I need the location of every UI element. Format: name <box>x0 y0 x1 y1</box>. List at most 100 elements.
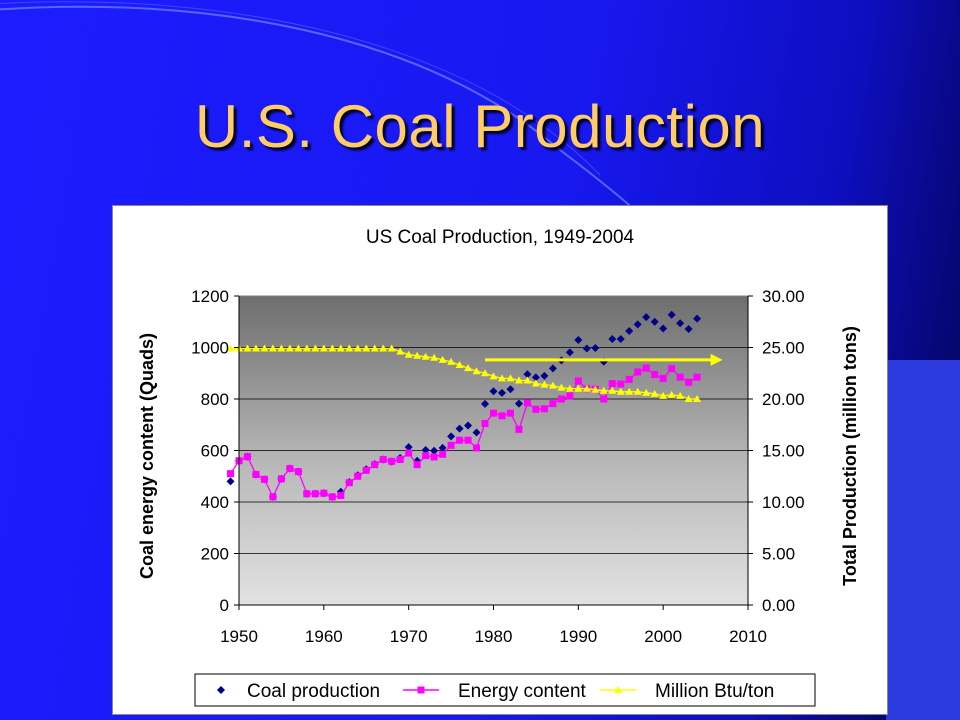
million-btu-ton-point <box>438 355 447 363</box>
energy-content-point <box>303 490 311 498</box>
energy-content-point <box>557 395 565 403</box>
energy-content-point <box>286 465 294 473</box>
energy-content-point <box>634 368 642 376</box>
million-btu-ton-point <box>362 344 371 352</box>
y-left-tick-label: 1000 <box>191 339 229 358</box>
coal-production-point <box>574 336 583 345</box>
energy-content-point <box>456 436 464 444</box>
energy-content-point <box>506 409 514 417</box>
million-btu-ton-point <box>379 344 388 352</box>
million-btu-ton-point <box>260 344 269 352</box>
energy-content-point <box>294 468 302 476</box>
million-btu-ton-point <box>387 344 396 352</box>
energy-content-point <box>574 377 582 385</box>
y-left-tick-label: 200 <box>201 545 229 564</box>
million-btu-ton-point <box>268 344 277 352</box>
coal-production-chart: 0 200 400 600 800 1000 1200 0.00 5.00 10.00 15.00 2… <box>137 227 860 707</box>
million-btu-ton-point <box>489 372 498 380</box>
million-btu-ton-point <box>616 387 625 395</box>
coal-production-point <box>421 445 430 454</box>
energy-content-point <box>252 470 260 478</box>
coal-production-point <box>514 399 523 408</box>
million-btu-ton-point <box>693 395 702 402</box>
million-btu-ton-point <box>481 369 490 377</box>
million-btu-ton-point <box>667 390 676 398</box>
x-tick-label: 2010 <box>729 627 767 646</box>
coal-production-point <box>481 399 490 408</box>
legend-box <box>194 673 816 707</box>
energy-content-point <box>362 466 370 474</box>
coal-production-point <box>540 371 549 380</box>
x-tick-label: 2000 <box>644 627 682 646</box>
energy-content-point <box>447 441 455 449</box>
energy-content-point <box>685 378 693 386</box>
coal-production-point <box>497 388 506 397</box>
coal-production-point <box>684 324 693 333</box>
y-right-tick-label: 5.00 <box>762 545 795 564</box>
energy-content-point <box>668 365 676 373</box>
slide-title: U.S. Coal Production <box>194 93 766 160</box>
energy-content-point <box>549 400 557 408</box>
million-btu-ton-point <box>413 351 422 359</box>
y-left-tick-label: 400 <box>201 493 229 512</box>
y-left-tick-label: 1200 <box>191 287 229 306</box>
chart-legend: Coal production Energy content Million Btu… <box>194 673 816 707</box>
x-tick-label: 1970 <box>390 627 428 646</box>
coal-production-point <box>633 320 642 329</box>
coal-production-point <box>523 370 532 379</box>
energy-content-point <box>422 452 430 460</box>
energy-content-point <box>532 405 540 413</box>
side-decoration <box>886 360 960 720</box>
coal-production-point <box>226 477 235 486</box>
million-btu-ton-point <box>251 344 260 352</box>
energy-content-point <box>676 373 684 381</box>
energy-content-point <box>371 461 379 469</box>
energy-content-point <box>311 490 319 498</box>
x-tick-label: 1980 <box>475 627 513 646</box>
million-btu-ton-point <box>591 385 600 393</box>
million-btu-ton-point <box>650 389 659 397</box>
million-btu-ton-point <box>633 387 642 395</box>
energy-content-point <box>625 375 633 383</box>
million-btu-ton-point <box>497 374 506 382</box>
million-btu-ton-point <box>285 344 294 352</box>
y-right-tick-label: 20.00 <box>762 390 805 409</box>
million-btu-ton-point <box>514 376 523 384</box>
million-btu-ton-point <box>447 357 456 365</box>
energy-content-point <box>464 436 472 444</box>
million-btu-ton-point <box>370 344 379 352</box>
y-right-tick-label: 15.00 <box>762 442 805 461</box>
million-btu-ton-point <box>531 379 540 387</box>
coal-production-point <box>489 387 498 396</box>
energy-content-point <box>659 374 667 382</box>
y-left-tick-label: 800 <box>201 390 229 409</box>
coal-production-point <box>642 313 651 322</box>
y-left-tick-label: 0 <box>220 596 229 615</box>
coal-production-point <box>464 421 473 430</box>
coal-production-point <box>659 324 668 333</box>
million-btu-ton-point <box>642 388 651 396</box>
coal-production-point <box>693 314 702 323</box>
energy-content-point <box>473 444 481 452</box>
legend-million-btu-ton-label: Million Btu/ton <box>655 681 774 702</box>
legend-energy-content-label: Energy content <box>458 681 587 702</box>
coal-production-point <box>506 385 515 394</box>
million-btu-ton-point <box>625 387 634 395</box>
million-btu-ton-point <box>319 344 328 352</box>
energy-content-point <box>617 380 625 388</box>
coal-production-point <box>472 428 481 437</box>
coal-production-point <box>447 432 456 441</box>
million-btu-ton-point <box>404 350 413 358</box>
energy-content-point <box>608 380 616 388</box>
million-btu-ton-point <box>345 344 354 352</box>
energy-content-point <box>260 475 268 483</box>
y-right-tick-label: 0.00 <box>762 596 795 615</box>
energy-content-point <box>540 405 548 413</box>
y-right-tick-label: 10.00 <box>762 493 805 512</box>
legend-coal-production-label: Coal production <box>247 681 380 702</box>
coal-production-point <box>608 335 617 344</box>
legend-coal-production-marker <box>217 686 225 694</box>
million-btu-ton-point <box>302 344 311 352</box>
million-btu-ton-point <box>396 347 405 355</box>
